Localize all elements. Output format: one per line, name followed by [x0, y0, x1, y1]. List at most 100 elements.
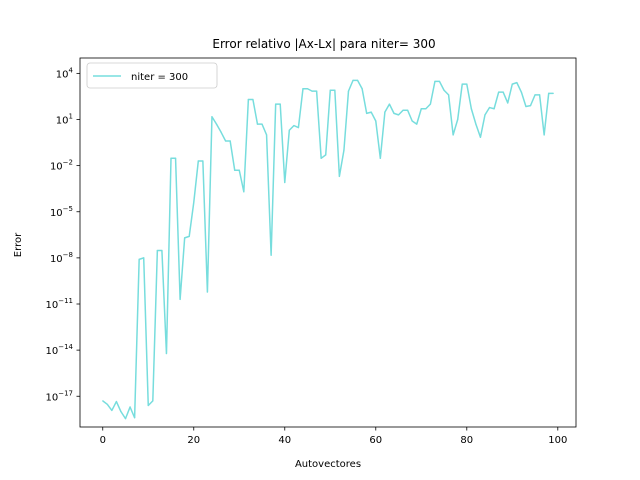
y-tick-label: 10−5: [50, 205, 73, 219]
y-tick-exponent: −11: [58, 297, 73, 305]
y-tick-base: 10: [45, 300, 58, 311]
data-point: [165, 352, 168, 355]
data-point: [420, 108, 422, 110]
y-tick-exponent: −14: [58, 343, 73, 351]
data-point: [529, 105, 532, 107]
data-point: [225, 140, 227, 142]
data-point: [429, 103, 431, 105]
data-point: [156, 249, 158, 252]
data-point: [320, 157, 322, 159]
ticks-layer: 0 20 40 60 80 10010−1710−1410−1110−810−510−21…: [45, 66, 567, 446]
data-point: [297, 126, 300, 129]
plot-frame: [79, 57, 577, 428]
data-point: [475, 123, 477, 125]
data-point: [102, 400, 104, 402]
data-point: [306, 88, 309, 90]
data-point: [393, 112, 395, 114]
data-point: [338, 175, 340, 177]
data-point: [543, 134, 545, 136]
y-tick-base: 10: [45, 346, 58, 357]
data-point: [115, 400, 118, 403]
data-point: [366, 112, 368, 114]
y-tick-base: 10: [50, 208, 63, 219]
data-point: [316, 90, 318, 92]
series-layer: [102, 79, 554, 420]
data-point: [275, 103, 277, 105]
data-point: [361, 88, 363, 90]
y-tick-exponent: 1: [69, 113, 73, 121]
data-point: [138, 258, 140, 260]
data-point: [379, 157, 381, 159]
y-tick-label: 10−17: [45, 389, 73, 403]
data-point: [484, 114, 486, 116]
data-point: [457, 118, 459, 121]
data-point: [498, 91, 500, 93]
data-point: [347, 90, 350, 92]
y-tick-exponent: −17: [58, 389, 73, 397]
data-point: [534, 94, 536, 96]
y-tick-label: 10−2: [50, 159, 73, 173]
data-point: [388, 103, 391, 105]
data-point: [375, 120, 377, 122]
data-point: [325, 154, 327, 156]
data-point: [202, 160, 204, 162]
data-point: [479, 136, 482, 138]
data-point: [520, 91, 522, 93]
y-tick-label: 10−8: [50, 251, 73, 265]
y-tick-base: 10: [45, 392, 58, 403]
y-tick-label: 104: [56, 66, 74, 80]
data-point: [538, 94, 541, 96]
data-point: [179, 298, 181, 300]
data-point: [252, 98, 254, 101]
data-point: [411, 120, 413, 122]
data-point: [447, 94, 450, 96]
x-tick-label: 0: [100, 435, 106, 446]
data-point: [402, 109, 404, 111]
data-point: [234, 169, 236, 171]
data-point: [397, 114, 400, 116]
y-tick-base: 10: [56, 116, 69, 127]
data-point: [152, 400, 154, 402]
data-point: [511, 83, 513, 85]
data-point: [229, 140, 231, 142]
data-point: [174, 157, 177, 159]
y-tick-exponent: −5: [63, 205, 73, 213]
data-point: [293, 125, 295, 127]
data-point: [552, 92, 554, 94]
data-point: [265, 134, 268, 136]
data-point: [247, 98, 249, 101]
data-point: [525, 105, 527, 108]
x-tick-label: 40: [278, 435, 291, 446]
data-point: [329, 89, 331, 91]
y-tick-label: 10−14: [45, 343, 73, 357]
series-line: [102, 79, 554, 420]
data-point: [334, 89, 336, 91]
data-point: [416, 123, 418, 125]
data-point: [120, 411, 122, 413]
data-point: [124, 418, 127, 420]
data-point: [270, 254, 272, 256]
data-point: [466, 83, 468, 85]
data-point: [438, 80, 441, 83]
data-point: [488, 106, 491, 109]
data-point: [238, 169, 240, 171]
data-point: [516, 82, 518, 84]
data-point: [170, 157, 172, 159]
y-tick-label: 101: [56, 113, 73, 127]
data-point: [548, 92, 550, 94]
y-tick-exponent: −8: [63, 251, 73, 259]
data-point: [407, 109, 409, 111]
data-point: [215, 123, 218, 125]
data-point: [288, 129, 290, 131]
y-tick-base: 10: [56, 69, 69, 80]
x-tick-label: 20: [187, 435, 200, 446]
data-point: [461, 83, 463, 85]
data-point: [425, 108, 427, 110]
data-point: [220, 131, 222, 133]
y-tick-exponent: −2: [63, 159, 73, 167]
x-axis-title: Autovectores: [295, 459, 361, 470]
y-tick-label: 10−11: [45, 297, 73, 311]
data-point: [206, 291, 209, 293]
y-axis-title: Error: [13, 232, 24, 257]
x-tick-label: 100: [548, 435, 567, 446]
